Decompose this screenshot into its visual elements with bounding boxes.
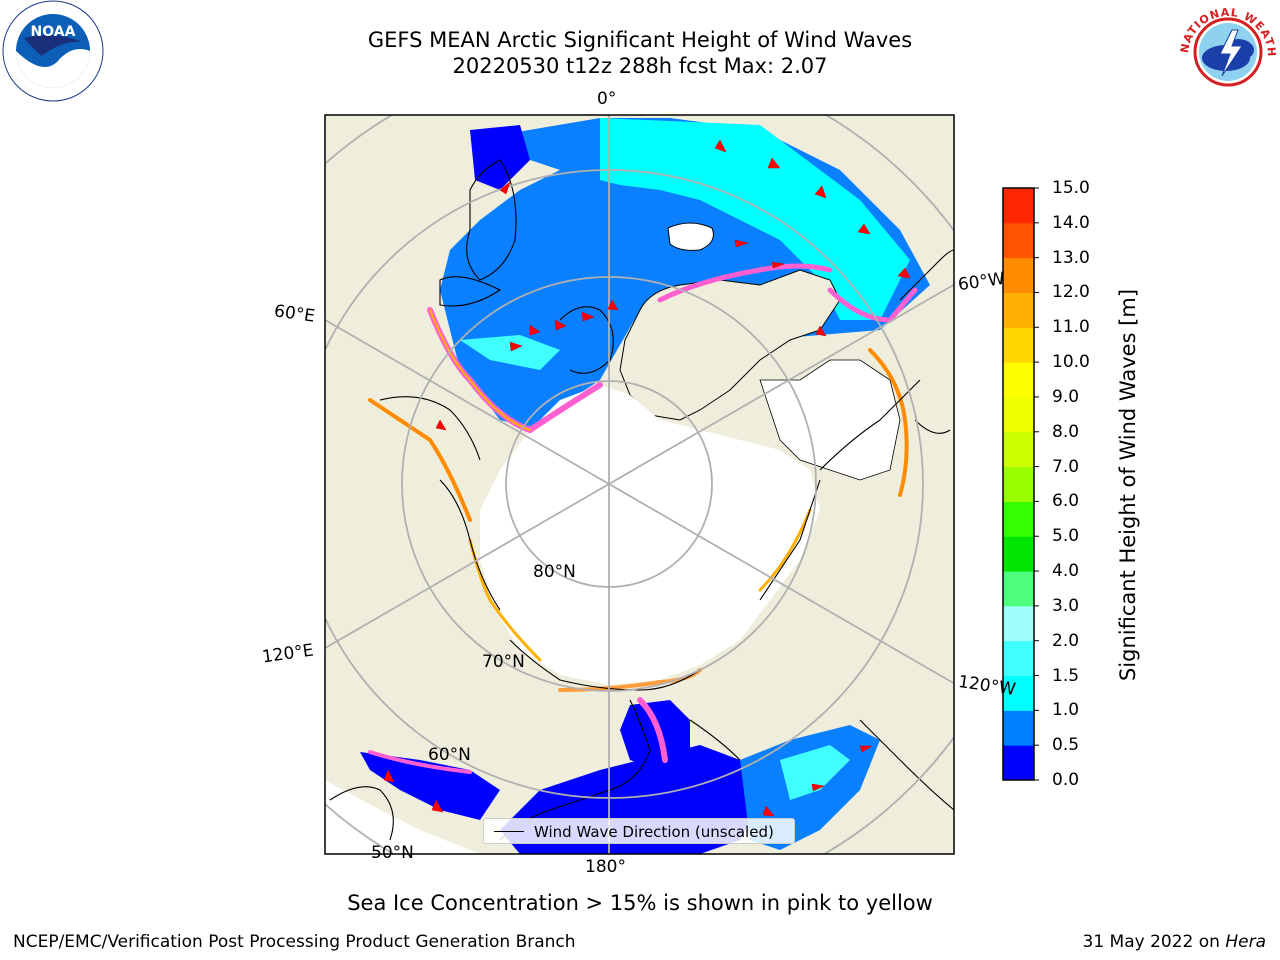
arrow [857,223,871,235]
colorbar-tick-label: 3.0 [1052,595,1080,616]
colorbar-tick-label: 5.0 [1052,526,1080,547]
colorbar-tick-label: 2.0 [1052,630,1080,651]
colorbar [1002,187,1039,781]
chart-subtitle: 20220530 t12z 288h fcst Max: 2.07 [452,54,828,78]
colorbar-tick-label: 13.0 [1052,247,1090,268]
colorbar-tick-label: 12.0 [1052,282,1090,303]
arrow [734,239,749,248]
bering-waves [620,700,690,770]
colorbar-segment [1003,396,1034,433]
meridian-120W [608,483,954,685]
colorbar-tick-label: 4.0 [1052,561,1080,582]
outside-region [325,560,480,854]
colorbar-title: Significant Height of Wind Waves [m] [1116,288,1140,682]
greenland [619,269,841,421]
legend-line-swatch [494,831,524,832]
arrow [499,181,511,195]
arrow [762,805,775,817]
coastlines [329,159,954,841]
colorbar-segment [1003,710,1034,746]
footer-date: 31 May 2022 on Hera [1083,932,1267,952]
arrow [714,139,727,153]
map-legend: Wind Wave Direction (unscaled) [483,818,795,844]
colorbar-tick-label: 7.0 [1052,456,1080,477]
colorbar-tick-label: 1.5 [1052,665,1080,686]
colorbar-tick-label: 6.0 [1052,491,1080,512]
colorbar-segment [1003,605,1034,642]
colorbar-tick-label: 9.0 [1052,386,1080,407]
footer-branch: NCEP/EMC/Verification Post Processing Pr… [13,932,576,952]
colorbar-segment [1003,257,1034,293]
arrow [509,341,523,352]
barents-waves-1.5 [460,335,560,370]
colorbar-segment [1003,431,1034,468]
arrow [435,419,447,431]
meridian-120E [325,483,610,650]
colorbar-segment [1003,466,1034,502]
colorbar-tick-label: 0.0 [1052,770,1080,790]
map-frame [324,114,955,855]
meridian-60W [608,283,954,485]
colorbar-tick-label: 11.0 [1052,317,1090,338]
colorbar-tick-label: 10.0 [1052,352,1090,373]
arrow [581,311,595,322]
atlantic-waves-1.5 [600,118,910,320]
colorbar-segment [1003,745,1034,781]
footer-date-text: 31 May 2022 on [1082,932,1226,952]
colorbar-segment [1003,640,1034,677]
footer-machine: Hera [1225,932,1266,952]
colorbar-tick-label: 8.0 [1052,421,1080,442]
lat-label-60N: 60°N [428,745,471,765]
colorbar-segment [1003,222,1034,259]
colorbar-frame [1002,187,1035,781]
legend-label: Wind Wave Direction (unscaled) [534,823,774,841]
colorbar-tick-label: 0.5 [1052,735,1080,756]
colorbar-segment [1003,362,1034,398]
okhotsk-waves [360,752,500,820]
arrow [811,783,825,792]
lon-label-180: 180° [585,857,626,877]
arctic-sea-ice [480,385,820,685]
colorbar-segment [1003,327,1034,363]
colorbar-tick-label: 1.0 [1052,700,1080,721]
colorbar-segment [1003,188,1034,224]
colorbar-tick-label: 14.0 [1052,212,1090,233]
lon-label-0: 0° [597,89,617,109]
arrow [771,261,785,269]
baltic-waves-0.5 [470,125,530,190]
colorbar-segment [1003,292,1034,328]
lat-label-50N: 50°N [371,843,414,863]
arrow [431,799,444,813]
arrow [815,325,827,337]
colorbar-segment [1003,536,1034,572]
lat-label-80N: 80°N [533,562,576,582]
arrow [529,324,541,336]
nws-logo: NATIONAL WEATHER SERVICE [1176,0,1279,103]
arrow [383,769,395,783]
arrow [767,157,781,169]
arrow [814,185,827,199]
colorbar-segment [1003,675,1034,711]
colorbar-segment [1003,571,1034,607]
arrow [859,745,873,753]
meridian-60E [325,318,610,485]
noaa-logo: NOAA [2,0,104,102]
wind-wave-arrows [383,139,911,817]
arrow [554,319,567,331]
gulf-of-alaska-waves-1.5 [780,745,850,800]
chart-title: GEFS MEAN Arctic Significant Height of W… [367,28,913,52]
lat-label-70N: 70°N [482,652,525,672]
sea-ice-caption: Sea Ice Concentration > 15% is shown in … [347,891,933,915]
colorbar-tick-label: 15.0 [1052,178,1090,198]
noaa-logo-text: NOAA [31,24,76,40]
canadian-archipelago [759,359,901,481]
sea-ice-edge [368,263,918,774]
arrow [897,267,911,279]
colorbar-segment [1003,501,1034,537]
graticule [325,115,954,854]
iceland [667,222,714,251]
map-content [325,115,954,854]
arrow [607,299,619,311]
